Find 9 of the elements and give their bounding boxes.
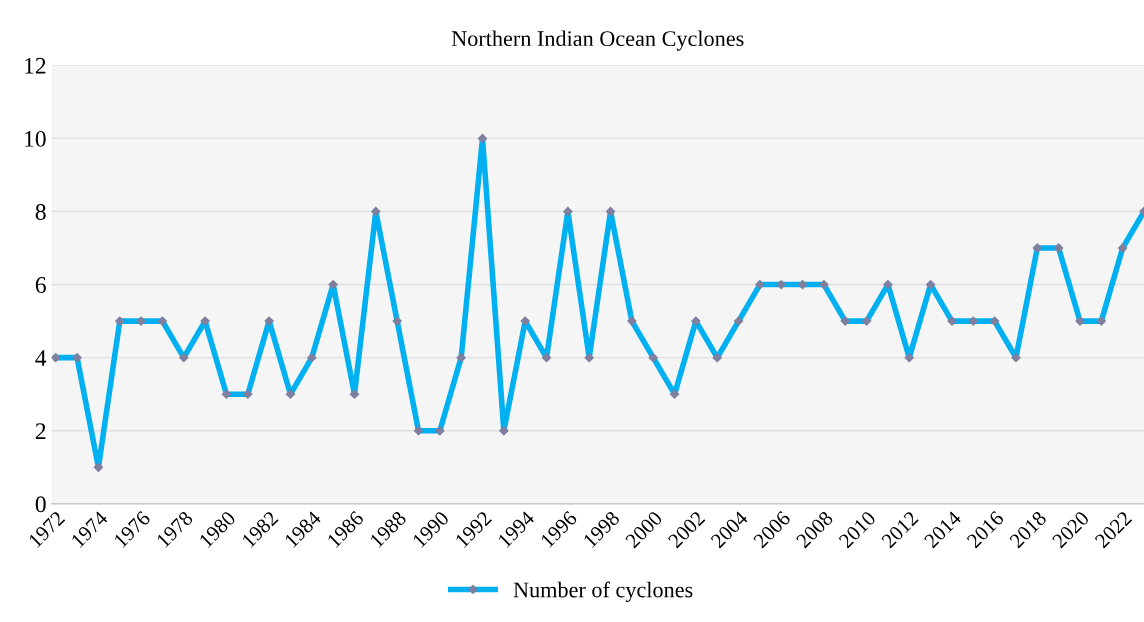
- legend-label: Number of cyclones: [513, 581, 693, 602]
- y-tick-label: 0: [35, 496, 46, 513]
- chart-title: Northern Indian Ocean Cyclones: [451, 30, 744, 51]
- y-tick-label: 8: [35, 203, 46, 220]
- y-tick-label: 4: [35, 350, 47, 366]
- y-tick-label: 2: [35, 423, 46, 439]
- y-tick-label: 6: [35, 277, 46, 293]
- y-tick-label: 10: [25, 130, 46, 147]
- y-tick-label: 12: [25, 57, 46, 74]
